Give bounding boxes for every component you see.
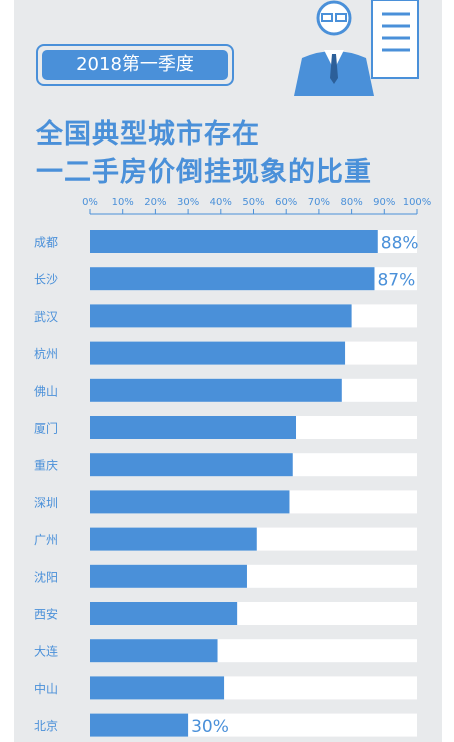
bar [90,676,225,700]
x-tick-label: 80% [340,197,362,208]
bar [90,304,352,328]
x-tick-label: 70% [308,197,330,208]
bar-value-label: 87% [377,271,415,291]
period-badge-label: 2018第一季度 [42,50,228,80]
bar [90,564,247,588]
city-label: 武汉 [34,310,58,324]
city-label: 广州 [34,533,58,547]
bar [90,639,218,663]
infographic-poster: 2018第一季度 全国典型城市存在 一二手房价倒挂现象的比重 0% 10% 20% 3… [14,0,442,742]
city-label: 厦门 [34,421,58,436]
bar [90,527,257,551]
chart-title-line-1: 全国典型城市存在 [36,119,260,150]
period-badge: 2018第一季度 [36,44,234,86]
city-label: 中山 [34,681,58,696]
businessman-illustration [294,0,419,96]
x-tick-label: 60% [275,197,297,208]
x-tick-label: 50% [242,197,264,208]
x-tick-label: 30% [177,197,199,208]
x-tick-label: 40% [210,197,232,208]
x-tick-label: 90% [373,197,395,208]
bar [90,230,378,253]
chart-title-line-2: 一二手房价倒挂现象的比重 [36,157,372,188]
bar [90,713,189,737]
bar-value-label: 88% [381,234,419,254]
bar [90,267,375,291]
city-label: 大连 [34,644,58,659]
city-label: 长沙 [34,273,58,287]
x-tick-label: 10% [112,197,134,208]
bar [90,378,342,402]
x-tick-label: 100% [403,197,432,208]
bar-value-label: 30% [191,717,229,737]
city-label: 杭州 [34,346,58,361]
city-label: 成都 [34,236,58,250]
city-label: 沈阳 [34,569,58,584]
city-label: 西安 [34,607,58,622]
x-tick-label: 0% [82,197,98,208]
bar [90,341,346,365]
city-label: 重庆 [34,459,58,473]
city-label: 深圳 [34,496,58,510]
bar [90,416,297,439]
bar [90,490,290,514]
city-label: 北京 [34,719,58,733]
bar [90,602,238,625]
bar [90,453,293,477]
bar-chart: 0% 10% 20% 30% 40% 50% 60% 70% 80% 90% 100% 成都 88% 长沙… [34,197,432,737]
city-label: 佛山 [34,384,58,398]
x-tick-label: 20% [144,197,166,208]
